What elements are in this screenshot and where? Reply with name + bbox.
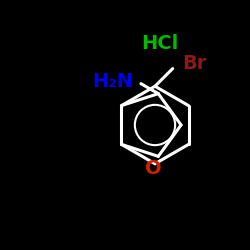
Text: Br: Br — [183, 54, 207, 73]
Text: HCl: HCl — [142, 34, 179, 53]
Text: H₂N: H₂N — [92, 72, 134, 91]
Text: O: O — [145, 159, 162, 178]
